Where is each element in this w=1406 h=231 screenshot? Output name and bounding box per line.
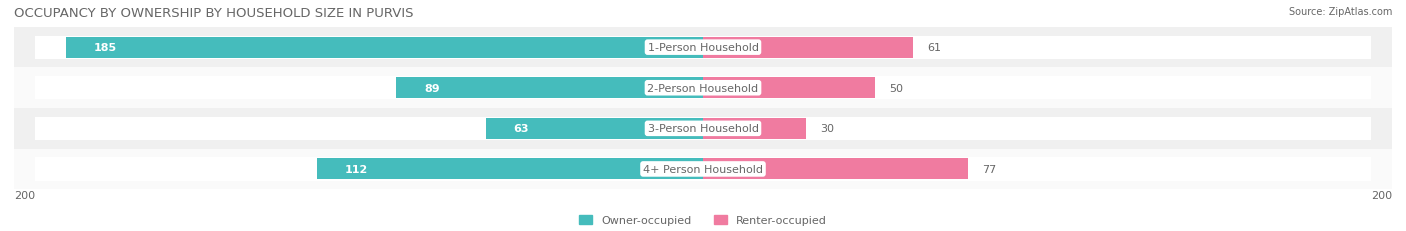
Text: 50: 50 (889, 83, 903, 93)
Text: 200: 200 (1371, 190, 1392, 200)
Text: OCCUPANCY BY OWNERSHIP BY HOUSEHOLD SIZE IN PURVIS: OCCUPANCY BY OWNERSHIP BY HOUSEHOLD SIZE… (14, 7, 413, 20)
Bar (14, 109, 1392, 149)
Bar (318, 159, 703, 180)
Bar (486, 118, 703, 139)
Bar (703, 37, 912, 58)
Bar (14, 149, 1392, 189)
Bar (35, 77, 1371, 100)
Text: 3-Person Household: 3-Person Household (648, 124, 758, 134)
Text: 1-Person Household: 1-Person Household (648, 43, 758, 53)
Bar (35, 158, 1371, 181)
Bar (14, 28, 1392, 68)
Bar (14, 68, 1392, 109)
Text: Source: ZipAtlas.com: Source: ZipAtlas.com (1288, 7, 1392, 17)
Text: 89: 89 (425, 83, 440, 93)
Bar (703, 159, 969, 180)
Text: 61: 61 (927, 43, 941, 53)
Bar (35, 117, 1371, 140)
Text: 4+ Person Household: 4+ Person Household (643, 164, 763, 174)
Text: 112: 112 (344, 164, 368, 174)
Text: 200: 200 (14, 190, 35, 200)
Text: 185: 185 (93, 43, 117, 53)
Text: 2-Person Household: 2-Person Household (647, 83, 759, 93)
Bar (703, 78, 875, 99)
Text: 30: 30 (820, 124, 834, 134)
Bar (396, 78, 703, 99)
Bar (703, 118, 807, 139)
Bar (35, 36, 1371, 60)
Legend: Owner-occupied, Renter-occupied: Owner-occupied, Renter-occupied (579, 215, 827, 225)
Text: 63: 63 (513, 124, 529, 134)
Text: 77: 77 (981, 164, 997, 174)
Bar (66, 37, 703, 58)
